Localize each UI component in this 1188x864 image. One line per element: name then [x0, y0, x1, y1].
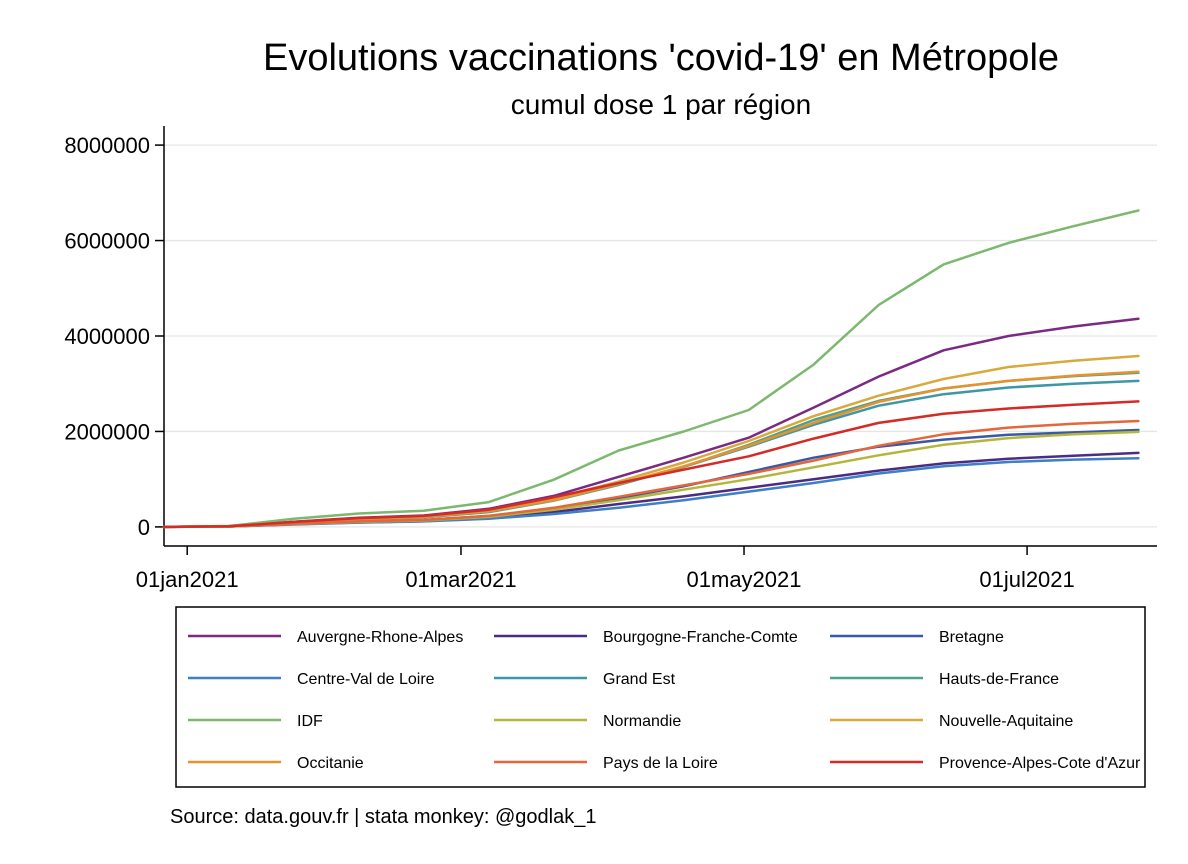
series-line-idf — [162, 209, 1140, 529]
legend: Auvergne-Rhone-Alpes Bourgogne-Franche-Co… — [175, 606, 1146, 788]
series-line-provence-alpes-cote-d-azur — [162, 400, 1140, 529]
series-line-bretagne — [162, 428, 1140, 529]
series-line-normandie — [162, 430, 1140, 529]
series-lines — [162, 209, 1140, 529]
legend-label-bourgogne-franche-comte: Bourgogne-Franche-Comte — [603, 629, 798, 646]
x-tick-label-0: 01jan2021 — [136, 567, 239, 592]
y-tick-label-3: 6000000 — [64, 229, 150, 254]
legend-box — [175, 606, 1146, 788]
y-tick-label-0: 0 — [138, 515, 150, 540]
legend-label-idf: IDF — [297, 713, 323, 730]
legend-label-auvergne-rhone-alpes: Auvergne-Rhone-Alpes — [297, 629, 463, 646]
axes: 0 2000000 4000000 6000000 8000000 01jan2021 01… — [64, 126, 1157, 592]
legend-label-provence-alpes-cote-d-azur: Provence-Alpes-Cote d'Azur — [939, 755, 1141, 772]
legend-label-centre-val-de-loire: Centre-Val de Loire — [297, 671, 435, 688]
legend-label-bretagne: Bretagne — [939, 629, 1004, 646]
legend-label-normandie: Normandie — [603, 713, 681, 730]
gridlines — [164, 144, 1157, 528]
x-tick-label-2: 01may2021 — [687, 567, 802, 592]
x-tick-label-1: 01mar2021 — [405, 567, 516, 592]
chart-subtitle: cumul dose 1 par région — [511, 89, 811, 120]
legend-label-pays-de-la-loire: Pays de la Loire — [603, 755, 718, 772]
source-note: Source: data.gouv.fr | stata monkey: @go… — [170, 806, 596, 828]
y-tick-label-4: 8000000 — [64, 133, 150, 158]
legend-label-grand-est: Grand Est — [603, 671, 676, 688]
legend-label-occitanie: Occitanie — [297, 755, 364, 772]
y-tick-label-2: 4000000 — [64, 324, 150, 349]
legend-label-nouvelle-aquitaine: Nouvelle-Aquitaine — [939, 713, 1073, 730]
chart-title: Evolutions vaccinations 'covid-19' en Mé… — [263, 37, 1059, 79]
legend-label-hauts-de-france: Hauts-de-France — [939, 671, 1059, 688]
x-tick-label-3: 01jul2021 — [979, 567, 1074, 592]
y-tick-label-1: 2000000 — [64, 419, 150, 444]
series-line-pays-de-la-loire — [162, 419, 1140, 529]
